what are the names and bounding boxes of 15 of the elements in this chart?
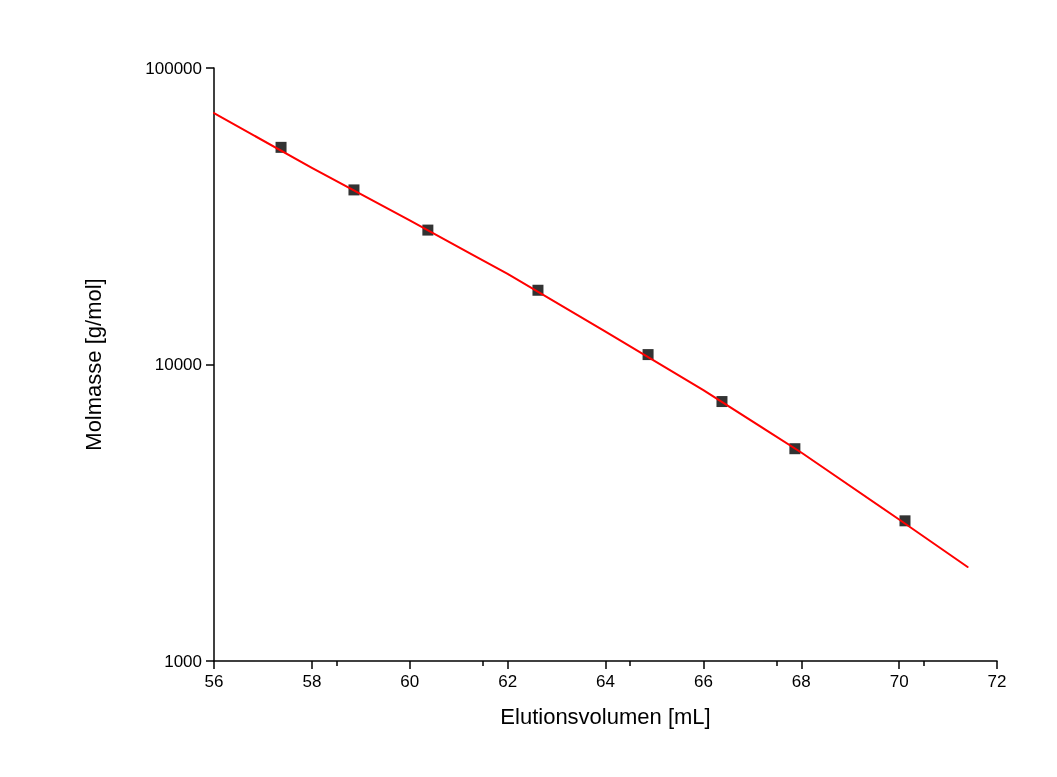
x-tick-label: 70 — [889, 672, 909, 691]
x-tick-label: 60 — [400, 672, 420, 691]
y-tick-label: 1000 — [164, 651, 202, 671]
x-tick-label: 56 — [204, 672, 224, 691]
x-tick-label: 66 — [693, 672, 713, 691]
line-series — [213, 112, 969, 568]
x-tick-label: 68 — [791, 672, 811, 691]
y-axis-title: Molmasse [g/mol] — [80, 278, 106, 451]
x-axis-title: Elutionsvolumen [mL] — [500, 703, 711, 729]
x-tick-label: 58 — [302, 672, 322, 691]
x-tick-label: 64 — [596, 672, 615, 691]
y-tick-label: 100000 — [145, 58, 202, 78]
x-tick-label: 62 — [498, 672, 518, 691]
y-tick-label: 10000 — [154, 355, 202, 374]
x-tick-label: 72 — [987, 672, 1007, 691]
